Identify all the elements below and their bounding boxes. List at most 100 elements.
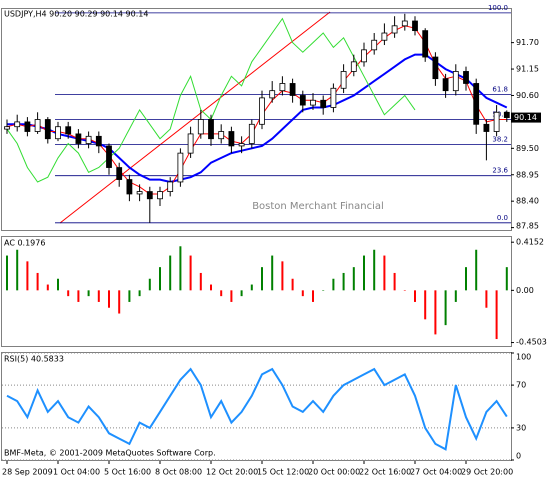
y-tick-label: -0.4503: [516, 338, 547, 347]
ac-bar: [444, 290, 447, 326]
candle-body: [85, 135, 92, 144]
fib-label: 100.0: [488, 4, 508, 12]
candle-body: [238, 143, 245, 147]
candle-body: [75, 133, 82, 144]
candle-body: [391, 25, 398, 34]
ac-bar: [16, 249, 19, 291]
x-tick-label: 29 Oct 20:00: [461, 468, 513, 477]
ac-bar: [312, 290, 314, 302]
candle-body: [361, 49, 367, 63]
candle-body: [381, 32, 388, 41]
candle-body: [95, 135, 102, 147]
y-tick-label: 91.15: [516, 65, 539, 74]
ac-bar: [6, 255, 8, 291]
candle-body: [310, 99, 316, 106]
candle-body: [197, 119, 204, 135]
candle-body: [452, 71, 459, 92]
ac-bar: [434, 290, 437, 335]
y-tick-label: 70: [516, 381, 526, 390]
ac-bar: [424, 290, 427, 320]
y-tick-label: 90.60: [516, 91, 539, 100]
rsi-panel: [1, 352, 512, 461]
candle-body: [350, 61, 357, 72]
candle-body: [279, 83, 286, 92]
candle-body: [248, 123, 255, 144]
x-tick-label: 27 Oct 04:00: [410, 468, 462, 477]
x-tick-label: 12 Oct 20:00: [206, 468, 258, 477]
ac-bar: [393, 272, 396, 291]
ac-bar: [261, 267, 263, 291]
candle-body: [442, 78, 449, 92]
ac-bar: [271, 255, 274, 291]
candle-body: [146, 191, 153, 200]
x-tick-label: 20 Oct 00:00: [308, 468, 360, 477]
candle-body: [340, 71, 347, 89]
last-price-box: [511, 112, 541, 123]
candle-body: [463, 71, 469, 84]
candle-body: [14, 121, 21, 128]
candle-body: [126, 179, 133, 195]
y-tick-label: 91.70: [516, 38, 539, 47]
candle-body: [187, 133, 194, 154]
candle-body: [116, 167, 123, 180]
ac-bar: [77, 290, 80, 302]
y-tick-label: 0.00: [516, 286, 534, 295]
y-tick-label: 0: [516, 452, 521, 461]
ac-bar: [342, 272, 345, 291]
ac-bar: [199, 272, 202, 291]
candle-body: [65, 126, 72, 135]
fib-label: 23.6: [492, 167, 508, 175]
x-tick-label: 22 Oct 16:00: [359, 468, 411, 477]
candle-body: [55, 126, 61, 140]
candle-body: [228, 131, 235, 147]
y-tick-label: 100: [516, 353, 531, 362]
ac-bar: [332, 278, 335, 291]
ac-bar: [230, 290, 233, 302]
y-tick-label: 88.95: [516, 170, 539, 179]
x-tick-label: 15 Oct 12:00: [257, 468, 309, 477]
fib-label: 38.2: [492, 135, 508, 143]
watermark: Boston Merchant Financial: [252, 201, 384, 212]
candle-body: [269, 90, 276, 99]
candle-body: [157, 191, 163, 200]
ac-bar: [322, 290, 325, 291]
ac-bar: [495, 290, 498, 340]
ac-bar: [138, 290, 141, 297]
fib-label: 0.0: [497, 214, 508, 222]
ac-bar: [128, 290, 131, 302]
ac-bar: [465, 267, 467, 291]
ac-bar: [454, 290, 457, 302]
ac-bar: [189, 255, 192, 291]
candle-body: [24, 121, 31, 132]
ac-bar: [505, 267, 508, 291]
y-tick-label: 89.50: [516, 144, 539, 153]
ac-bar: [281, 261, 284, 291]
y-tick-label: 87.85: [516, 222, 539, 231]
y-tick-label: 88.40: [516, 197, 539, 206]
candle-body: [320, 99, 327, 108]
ac-bar: [240, 290, 243, 297]
candle-body: [259, 97, 265, 125]
ac-bar: [352, 267, 355, 291]
ac-bar: [475, 249, 478, 291]
candle-body: [371, 39, 378, 51]
candle-body: [44, 119, 51, 140]
last-price-label: 90.14: [514, 113, 537, 122]
candle-body: [473, 83, 480, 125]
ac-bar: [26, 261, 29, 291]
candle-body: [330, 87, 337, 108]
ac-bar: [169, 255, 172, 291]
x-tick-label: 28 Sep 2009: [2, 468, 53, 477]
candle-body: [422, 30, 429, 58]
ac-bar: [220, 290, 223, 297]
candle-body: [299, 95, 306, 106]
ac-bar: [36, 272, 39, 291]
ac-bar: [87, 290, 90, 297]
x-tick-label: 8 Oct 08:00: [155, 468, 202, 477]
x-tick-label: 1 Oct 04:00: [53, 468, 100, 477]
ac-bar: [291, 278, 294, 291]
candle-body: [432, 56, 439, 80]
rsi-line: [6, 367, 508, 451]
ac-bar: [210, 284, 212, 291]
ac-bar: [108, 290, 110, 308]
